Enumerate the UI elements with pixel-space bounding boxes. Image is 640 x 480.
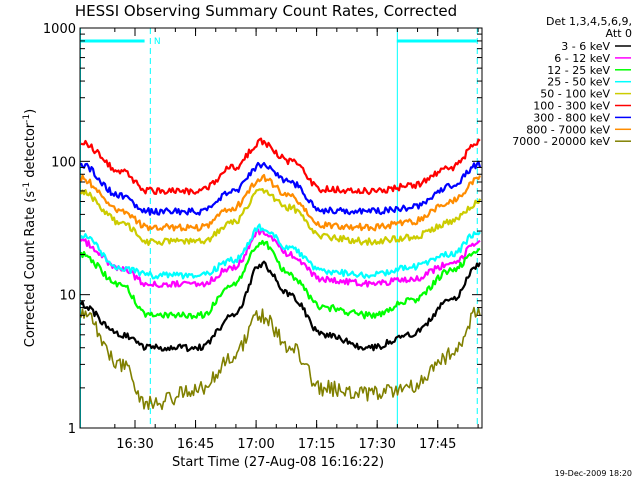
series-line-2 <box>79 239 481 320</box>
x-tick-label-4: 17:30 <box>358 437 395 452</box>
footer-timestamp: 19-Dec-2009 18:20 <box>555 469 632 478</box>
time-marker-label-1: N <box>154 37 161 47</box>
chart-title: HESSI Observing Summary Count Rates, Cor… <box>75 2 457 20</box>
legend-label-8: 7000 - 20000 keV <box>512 135 610 148</box>
legend-label-6: 300 - 800 keV <box>533 111 610 124</box>
series-line-0 <box>80 260 482 353</box>
legend-label-3: 25 - 50 keV <box>547 76 610 89</box>
plot-frame <box>79 27 483 429</box>
legend-label-1: 6 - 12 keV <box>554 52 610 65</box>
legend-label-2: 12 - 25 keV <box>547 64 610 77</box>
series-line-8 <box>80 306 481 411</box>
plot-area: N 16:30 16:45 17:00 17:15 17:30 17:45 1101001… <box>43 22 483 452</box>
legend-label-4: 50 - 100 keV <box>540 88 610 101</box>
series-line-5 <box>80 137 481 196</box>
legend-label-7: 800 - 7000 keV <box>526 123 610 136</box>
x-tick-label-3: 17:15 <box>298 437 335 452</box>
x-tick-label-1: 16:45 <box>177 437 214 452</box>
x-tick-label-2: 17:00 <box>237 437 274 452</box>
series-line-6 <box>79 160 482 216</box>
series-line-4 <box>79 188 482 246</box>
legend-label-0: 3 - 6 keV <box>561 40 610 53</box>
x-tick-label-0: 16:30 <box>116 437 153 452</box>
legend-label-5: 100 - 300 keV <box>533 100 610 113</box>
x-tick-label-5: 17:45 <box>419 437 456 452</box>
legend-header-line1: Det 1,3,4,5,6,9, <box>546 15 632 28</box>
x-axis-label: Start Time (27-Aug-08 16:16:22) <box>172 455 384 470</box>
y-tick-label-2: 100 <box>51 155 76 170</box>
series-line-3 <box>80 223 481 280</box>
y-axis-ticks: 1 10 100 1000 <box>43 22 482 437</box>
y-axis-label: Corrected Count Rate (s-1 detector-1) <box>22 109 38 347</box>
y-tick-label-0: 1 <box>68 422 76 437</box>
time-markers: N <box>80 28 478 428</box>
y-tick-label-3: 1000 <box>43 22 76 37</box>
y-tick-label-1: 10 <box>59 289 76 304</box>
x-axis-ticks: 16:30 16:45 17:00 17:15 17:30 17:45 <box>114 28 479 452</box>
series-line-7 <box>79 173 482 232</box>
legend-header-line2: Att 0 <box>606 27 632 40</box>
series-lines <box>79 137 482 411</box>
